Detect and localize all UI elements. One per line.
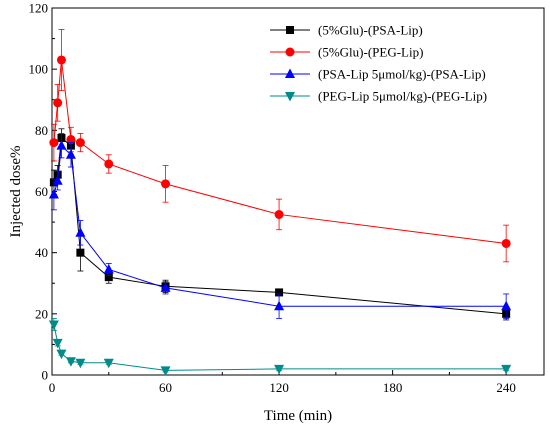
data-point [56,349,67,360]
data-point [501,300,512,311]
data-point [52,175,63,185]
legend-marker [285,47,295,57]
x-tick-label: 240 [496,380,516,395]
series-3 [48,132,512,319]
data-point [52,338,63,349]
data-point [104,273,113,282]
data-point [160,282,171,292]
data-point [66,135,76,145]
data-point [75,358,86,369]
data-point [275,288,284,297]
x-tick-label: 120 [269,380,289,395]
legend-label: (PEG-Lip 5μmol/kg)-(PEG-Lip) [318,89,487,104]
x-tick-label: 60 [159,380,172,395]
y-axis-title: Injected dose% [8,145,24,237]
series-4 [48,318,512,376]
data-point [56,55,66,65]
plot-border [51,7,545,376]
data-point [501,364,512,375]
data-point [160,366,171,376]
data-point [65,357,76,367]
legend-marker [286,26,294,34]
y-tick-label: 80 [35,123,48,138]
data-point [103,263,114,274]
series-line [53,137,507,315]
data-point [48,320,59,331]
data-point [274,364,285,375]
legend-item-1: (5%Glu)-(PSA-Lip) [270,23,423,38]
legend: (5%Glu)-(PSA-Lip) (5%Glu)-(PEG-Lip) (PSA-L… [270,23,487,104]
data-point [65,149,76,159]
data-point [76,248,85,257]
data-point [103,358,114,369]
legend-marker [285,92,295,102]
legend-marker [285,68,295,78]
legend-item-4: (PEG-Lip 5μmol/kg)-(PEG-Lip) [270,89,487,104]
y-tick-label: 100 [29,62,49,77]
data-point [274,209,284,219]
data-point [274,300,285,311]
series-1 [49,128,511,321]
x-tick-label: 180 [383,380,403,395]
series-layer [48,29,512,376]
x-axis-title: Time (min) [264,408,332,424]
y-tick-label: 120 [29,1,49,16]
data-point [501,238,511,248]
legend-item-2: (5%Glu)-(PEG-Lip) [270,45,423,60]
legend-label: (5%Glu)-(PEG-Lip) [318,45,423,60]
legend-label: (5%Glu)-(PSA-Lip) [318,23,423,38]
series-2 [49,29,511,263]
y-tick-label: 60 [35,184,48,199]
data-point [53,98,63,108]
axes: 0 60 120 180 240 0 20 40 60 80 100 120 [29,1,516,396]
y-tick-label: 20 [35,306,48,321]
data-point [75,138,85,148]
x-tick-label: 0 [49,380,56,395]
data-point [75,227,86,237]
legend-item-3: (PSA-Lip 5μmol/kg)-(PSA-Lip) [270,67,486,82]
legend-label: (PSA-Lip 5μmol/kg)-(PSA-Lip) [318,67,486,82]
y-tick-label: 40 [35,245,48,260]
y-tick-label: 0 [42,368,49,383]
data-point [104,159,114,169]
data-point [56,140,67,150]
data-point [49,138,59,148]
series-line [53,324,507,371]
data-point [48,189,59,199]
series-line [53,144,507,307]
plot-frame [51,7,545,376]
data-point [161,179,171,189]
